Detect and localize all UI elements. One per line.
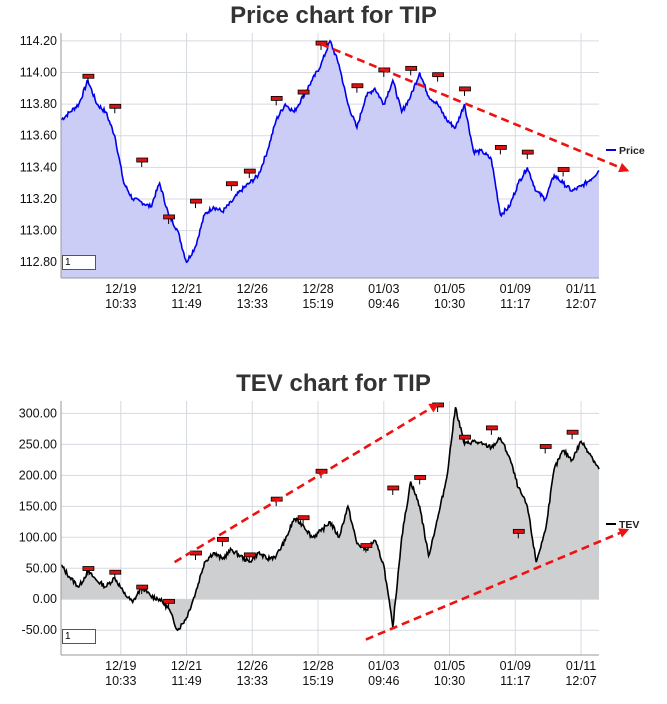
price-marker xyxy=(270,95,283,101)
tev-marker xyxy=(216,536,229,542)
price-series-area xyxy=(61,40,599,279)
tev-x-tick-label: 01/05 xyxy=(434,659,465,673)
price-y-tick-label: 113.00 xyxy=(20,224,57,238)
price-trend-arrow xyxy=(320,42,630,173)
tev-x-tick-label-time: 15:19 xyxy=(302,674,333,688)
price-chart-title: Price chart for TIP xyxy=(230,2,437,29)
tev-y-tick-label: 300.00 xyxy=(19,406,57,420)
price-chart-svg[interactable]: 112.80 113.00 113.20 113.40 113.60 113.80 114.… xyxy=(0,0,667,330)
tev-marker xyxy=(485,425,498,431)
tev-chart-panel: TEV chart for TIP -50.00 0.00 50.00 100.00 1… xyxy=(0,368,667,704)
price-x-tick-label-time: 09:46 xyxy=(368,297,399,311)
tev-x-tick-label-time: 09:46 xyxy=(368,674,399,688)
tev-x-tick-label: 12/26 xyxy=(237,659,268,673)
tev-chart-title: TEV chart for TIP xyxy=(236,370,431,397)
tev-marker xyxy=(163,598,176,604)
tev-x-tick-label-time: 11:17 xyxy=(500,674,530,688)
price-x-tick-label-time: 11:17 xyxy=(500,297,530,311)
price-series-line xyxy=(60,39,600,264)
price-marker xyxy=(351,83,364,89)
price-marker xyxy=(243,168,256,174)
price-marker xyxy=(225,181,238,187)
price-x-tick-label: 12/21 xyxy=(171,282,202,296)
tev-marker xyxy=(414,475,427,480)
tev-marker xyxy=(82,566,95,571)
price-marker xyxy=(459,86,471,92)
price-marker xyxy=(190,198,202,204)
price-x-tick-label-time: 13:33 xyxy=(237,297,268,311)
price-x-tick-label: 12/19 xyxy=(105,282,136,296)
price-x-tick-label: 12/28 xyxy=(302,282,333,296)
tev-x-tick-label-time: 10:33 xyxy=(105,674,136,688)
tev-marker xyxy=(297,515,310,521)
price-y-tick-label: 113.40 xyxy=(20,160,57,174)
price-marker xyxy=(82,73,95,79)
price-marker xyxy=(163,214,176,220)
tev-marker xyxy=(136,584,149,590)
price-page-input[interactable]: 1 xyxy=(62,255,96,270)
tev-trend-arrow xyxy=(365,528,630,641)
tev-marker xyxy=(387,485,400,491)
tev-x-tick-label-time: 11:49 xyxy=(171,674,201,688)
price-x-tick-label: 01/09 xyxy=(500,282,531,296)
tev-x-tick-label: 12/21 xyxy=(171,659,202,673)
tev-x-tick-label-time: 12:07 xyxy=(565,674,596,688)
price-x-tick-label: 01/05 xyxy=(434,282,465,296)
price-y-tick-label: 112.80 xyxy=(20,255,57,269)
tev-x-tick-label: 12/28 xyxy=(302,659,333,673)
tev-marker xyxy=(360,543,373,548)
tev-y-tick-label: 200.00 xyxy=(19,468,57,482)
tev-y-tick-label: 250.00 xyxy=(19,437,57,451)
price-marker xyxy=(405,65,418,71)
price-marker xyxy=(494,144,507,150)
price-x-tick-label-time: 10:30 xyxy=(434,297,465,311)
price-marker xyxy=(557,167,570,172)
price-x-tick-label: 01/11 xyxy=(566,282,596,296)
tev-page-input[interactable]: 1 xyxy=(62,629,96,644)
tev-y-tick-label: 50.00 xyxy=(26,561,57,575)
price-y-tick-label: 114.00 xyxy=(20,66,57,80)
tev-x-tick-label: 12/19 xyxy=(105,659,136,673)
price-x-tick-label: 01/03 xyxy=(368,282,399,296)
tev-marker xyxy=(539,444,552,449)
tev-x-tick-label: 01/03 xyxy=(368,659,399,673)
price-x-tick-label-time: 12:07 xyxy=(565,297,596,311)
price-marker xyxy=(136,157,149,163)
tev-marker xyxy=(243,552,256,558)
price-marker xyxy=(432,72,445,78)
price-y-tick-label: 113.60 xyxy=(20,129,57,143)
tev-x-tick-label: 01/11 xyxy=(566,659,596,673)
price-x-tick-label-time: 10:33 xyxy=(105,297,136,311)
tev-y-tick-label: 150.00 xyxy=(19,499,57,513)
tev-x-tick-label: 01/09 xyxy=(500,659,531,673)
price-y-tick-label: 113.80 xyxy=(20,97,57,111)
price-marker xyxy=(109,103,122,109)
price-x-tick-label-time: 15:19 xyxy=(302,297,333,311)
tev-marker xyxy=(109,569,122,575)
tev-chart-svg[interactable]: -50.00 0.00 50.00 100.00 150.00 200.00 250.00 3… xyxy=(0,368,667,704)
price-x-tick-label: 12/26 xyxy=(237,282,268,296)
tev-x-tick-label-time: 13:33 xyxy=(237,674,268,688)
price-marker xyxy=(297,89,310,95)
tev-y-tick-label: 100.00 xyxy=(19,530,57,544)
price-y-tick-label: 114.20 xyxy=(20,34,57,48)
tev-series-area xyxy=(61,407,599,631)
price-legend-label: Price xyxy=(619,145,645,157)
price-chart-panel: Price chart for TIP 112.80 113.00 113.20 11… xyxy=(0,0,667,330)
tev-marker xyxy=(459,434,471,440)
tev-y-tick-label: 0.00 xyxy=(33,592,57,606)
tev-y-tick-label: -50.00 xyxy=(22,623,57,637)
price-x-tick-label-time: 11:49 xyxy=(171,297,201,311)
tev-legend-label: TEV xyxy=(619,519,639,531)
tev-marker xyxy=(512,528,525,534)
tev-marker xyxy=(566,429,579,435)
tev-series-line xyxy=(60,406,600,632)
price-marker xyxy=(521,149,534,155)
tev-x-tick-label-time: 10:30 xyxy=(434,674,465,688)
price-y-tick-label: 113.20 xyxy=(20,192,57,206)
